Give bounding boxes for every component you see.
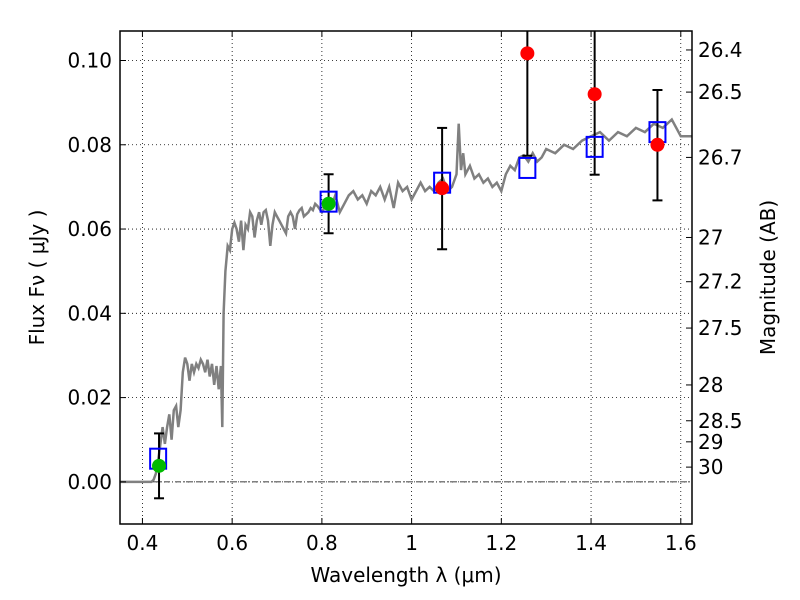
x-tick-label: 0.4 xyxy=(127,531,159,555)
x-tick-label: 0.6 xyxy=(216,531,248,555)
ticks: 0.4 0.6 0.8 1 1.2 1.4 1.6 0.00 0.02 0.04 0.06 0.08 0… xyxy=(67,31,743,555)
mag-tick-label: 30 xyxy=(698,455,723,479)
axes-frame xyxy=(119,30,693,525)
y-tick-label: 0.02 xyxy=(67,386,112,410)
x-tick-label: 1 xyxy=(405,531,418,555)
y-tick-label: 0.08 xyxy=(67,133,112,157)
mag-tick-label: 26.5 xyxy=(698,80,743,104)
observed-red-point xyxy=(435,181,450,196)
mag-tick-label: 28 xyxy=(698,373,723,397)
mag-tick-label: 26.7 xyxy=(698,145,743,169)
y-tick-label: 0.00 xyxy=(67,470,112,494)
model-square-marker xyxy=(319,190,338,213)
mag-tick-label: 28.5 xyxy=(698,409,743,433)
observed-green-point xyxy=(321,196,336,211)
mag-tick-label: 27 xyxy=(698,225,723,249)
x-tick-label: 0.8 xyxy=(306,531,338,555)
x-axis-label: Wavelength λ (μm) xyxy=(310,563,501,587)
model-square-marker xyxy=(518,156,537,179)
observed-red-point xyxy=(650,137,665,152)
x-tick-label: 1.2 xyxy=(485,531,517,555)
y-axis-label: Flux Fν ( μJy ) xyxy=(25,210,49,346)
observed-red-point xyxy=(520,46,535,61)
mag-tick-label: 27.5 xyxy=(698,316,743,340)
mag-tick-label: 29 xyxy=(698,430,723,454)
y-tick-label: 0.06 xyxy=(67,217,112,241)
x-tick-label: 1.4 xyxy=(575,531,607,555)
template-spectrum-line xyxy=(120,117,692,484)
plot-area xyxy=(120,117,692,484)
observed-green-point xyxy=(152,458,167,473)
y-tick-label: 0.10 xyxy=(67,48,112,72)
model-square-marker xyxy=(585,135,604,158)
observed-red-point xyxy=(587,87,602,102)
x-tick-label: 1.6 xyxy=(665,531,697,555)
mag-tick-label: 26.4 xyxy=(698,38,743,62)
mag-tick-label: 27.2 xyxy=(698,270,743,294)
y-tick-label: 0.04 xyxy=(67,301,112,325)
y2-axis-label: Magnitude (AB) xyxy=(756,200,780,355)
markers xyxy=(149,46,667,473)
